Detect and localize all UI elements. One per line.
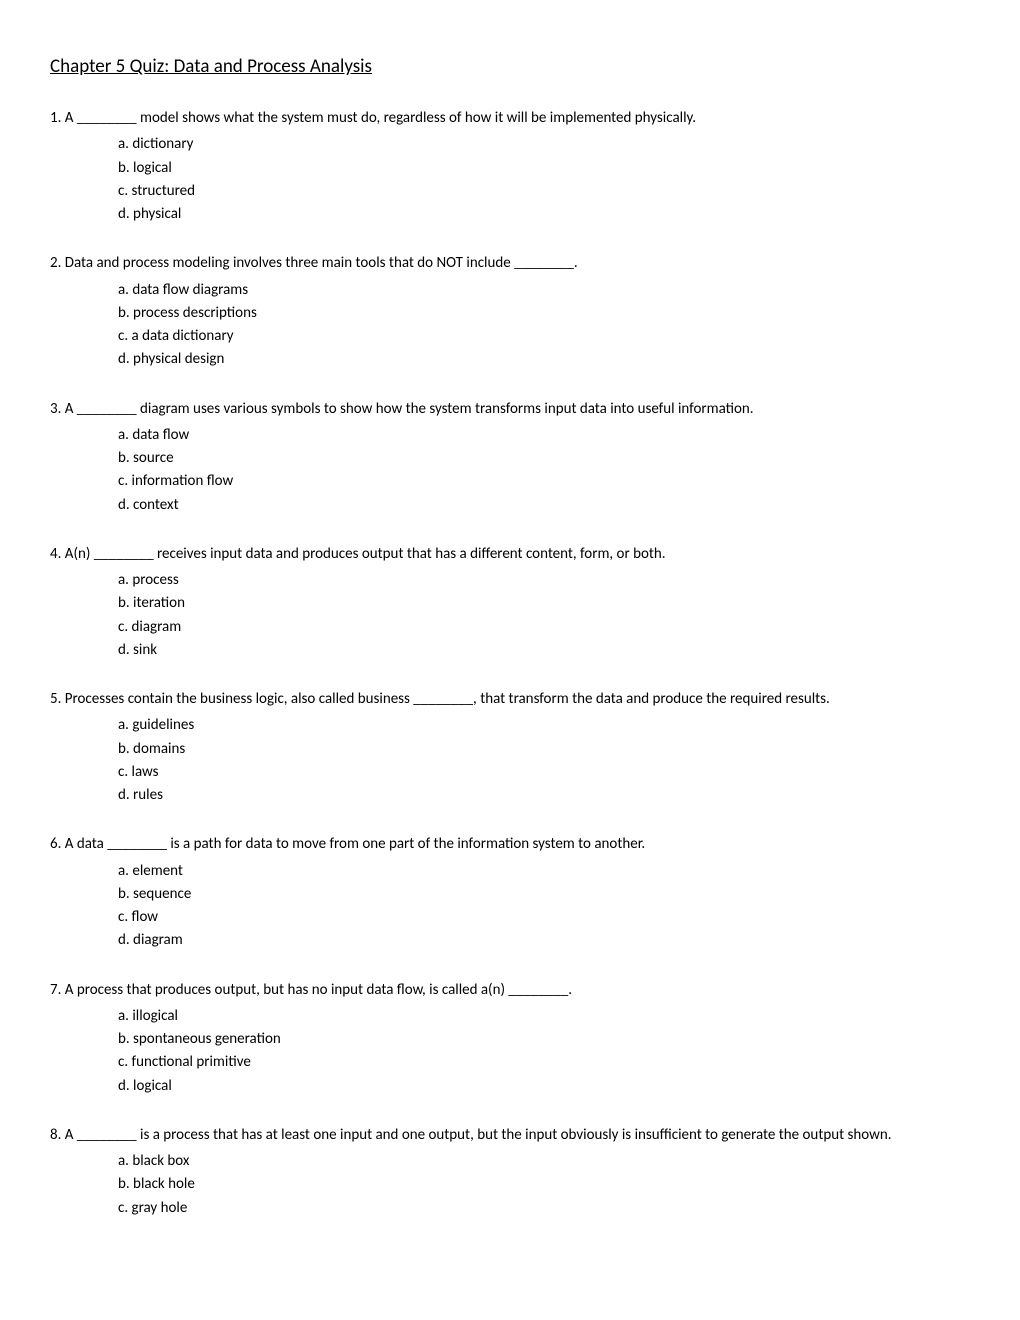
page-title: Chapter 5 Quiz: Data and Process Analysi…	[50, 55, 970, 78]
option-item: b. domains	[118, 738, 970, 761]
question-block: 8. A ________ is a process that has at l…	[50, 1125, 970, 1220]
option-item: d. physical design	[118, 348, 970, 371]
option-item: d. logical	[118, 1075, 970, 1098]
option-item: d. rules	[118, 784, 970, 807]
option-item: a. illogical	[118, 1005, 970, 1028]
question-text: 2. Data and process modeling involves th…	[50, 253, 970, 273]
question-text: 1. A ________ model shows what the syste…	[50, 108, 970, 128]
option-item: c. structured	[118, 180, 970, 203]
question-text: 5. Processes contain the business logic,…	[50, 689, 970, 709]
question-block: 4. A(n) ________ receives input data and…	[50, 544, 970, 662]
options-list: a. data flow diagramsb. process descript…	[118, 279, 970, 372]
option-item: d. physical	[118, 203, 970, 226]
options-list: a. data flowb. sourcec. information flow…	[118, 424, 970, 517]
question-text: 8. A ________ is a process that has at l…	[50, 1125, 970, 1145]
options-list: a. black boxb. black holec. gray hole	[118, 1150, 970, 1220]
question-block: 6. A data ________ is a path for data to…	[50, 834, 970, 952]
question-text: 7. A process that produces output, but h…	[50, 980, 970, 1000]
option-item: a. guidelines	[118, 714, 970, 737]
option-item: b. logical	[118, 157, 970, 180]
option-item: c. gray hole	[118, 1197, 970, 1220]
question-text: 6. A data ________ is a path for data to…	[50, 834, 970, 854]
question-block: 5. Processes contain the business logic,…	[50, 689, 970, 807]
option-item: a. black box	[118, 1150, 970, 1173]
option-item: b. sequence	[118, 883, 970, 906]
option-item: a. process	[118, 569, 970, 592]
options-list: a. guidelinesb. domainsc. lawsd. rules	[118, 714, 970, 807]
option-item: c. flow	[118, 906, 970, 929]
option-item: a. data flow diagrams	[118, 279, 970, 302]
questions-container: 1. A ________ model shows what the syste…	[50, 108, 970, 1220]
option-item: d. diagram	[118, 929, 970, 952]
option-item: c. diagram	[118, 616, 970, 639]
option-item: a. data flow	[118, 424, 970, 447]
option-item: d. sink	[118, 639, 970, 662]
option-item: b. process descriptions	[118, 302, 970, 325]
question-block: 3. A ________ diagram uses various symbo…	[50, 399, 970, 517]
options-list: a. dictionaryb. logicalc. structuredd. p…	[118, 133, 970, 226]
question-block: 2. Data and process modeling involves th…	[50, 253, 970, 371]
question-text: 4. A(n) ________ receives input data and…	[50, 544, 970, 564]
question-block: 1. A ________ model shows what the syste…	[50, 108, 970, 226]
option-item: b. iteration	[118, 592, 970, 615]
question-text: 3. A ________ diagram uses various symbo…	[50, 399, 970, 419]
option-item: c. a data dictionary	[118, 325, 970, 348]
option-item: b. source	[118, 447, 970, 470]
option-item: b. black hole	[118, 1173, 970, 1196]
option-item: c. laws	[118, 761, 970, 784]
option-item: c. functional primitive	[118, 1051, 970, 1074]
options-list: a. illogicalb. spontaneous generationc. …	[118, 1005, 970, 1098]
options-list: a. elementb. sequencec. flowd. diagram	[118, 860, 970, 953]
options-list: a. processb. iterationc. diagramd. sink	[118, 569, 970, 662]
option-item: d. context	[118, 494, 970, 517]
question-block: 7. A process that produces output, but h…	[50, 980, 970, 1098]
option-item: c. information flow	[118, 470, 970, 493]
option-item: b. spontaneous generation	[118, 1028, 970, 1051]
option-item: a. element	[118, 860, 970, 883]
option-item: a. dictionary	[118, 133, 970, 156]
